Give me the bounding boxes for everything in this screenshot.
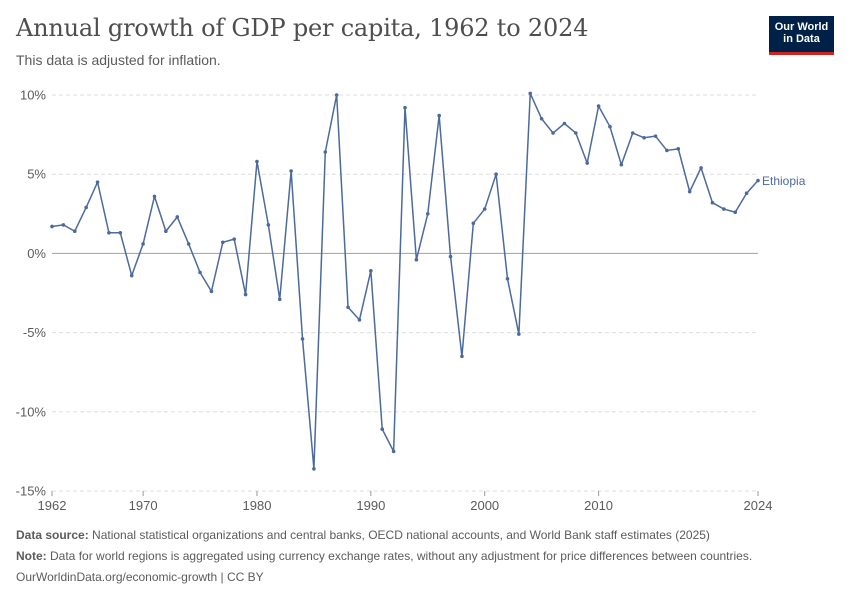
data-point [528,91,533,96]
data-point [687,189,692,194]
data-point [744,191,749,196]
y-tick-label: -5% [23,325,47,340]
data-point [266,223,271,227]
data-point [494,172,498,176]
data-point [243,292,248,297]
data-point [699,166,703,170]
data-point [619,162,624,167]
data-point [312,467,316,471]
x-tick-label: 1970 [129,498,158,513]
note-label: Note: [16,549,47,563]
note-text: Data for world regions is aggregated usi… [46,549,753,563]
data-point [118,231,123,235]
footer-note: Note: Data for world regions is aggregat… [16,549,752,563]
data-point [676,147,681,151]
data-point [346,305,350,310]
data-point [665,148,669,153]
logo-line-1: Our World [774,21,829,33]
data-point [414,257,419,262]
y-tick-label: -15% [16,484,47,499]
data-point [129,273,134,278]
data-point [175,215,180,219]
x-tick-label: 2010 [584,498,613,513]
data-point [107,231,111,235]
data-point [72,229,77,234]
data-point [334,93,339,97]
footer-source: Data source: National statistical organi… [16,528,710,542]
x-tick-label: 2000 [470,498,499,513]
y-tick-label: 0% [27,246,46,261]
data-point [289,169,293,173]
data-point [653,134,658,138]
data-point [539,116,544,121]
data-point [152,194,157,199]
owid-logo[interactable]: Our World in Data [769,16,834,55]
data-point [186,242,191,246]
logo-accent-bar [769,52,834,55]
data-point [255,159,259,164]
data-point [232,237,236,241]
x-tick-label: 1990 [356,498,385,513]
data-point [517,332,521,336]
data-point [585,161,589,165]
data-point [221,240,225,245]
chart-subtitle: This data is adjusted for inflation. [16,52,221,68]
data-point [84,205,88,210]
footer-url[interactable]: OurWorldinData.org/economic-growth | CC … [16,570,264,584]
data-point [380,427,385,432]
data-point [596,104,601,108]
data-point [733,210,738,215]
data-point [277,297,282,302]
data-point [710,200,715,205]
data-point [448,254,453,259]
data-point [756,178,760,183]
data-point [551,131,555,135]
source-label: Data source: [16,528,89,542]
data-point [141,242,145,246]
y-tick-label: -10% [16,404,47,419]
x-tick-label: 1962 [38,498,67,513]
line-chart: -15% -10% -5% 0% 5% 10% 1962 1970 1980 1990 2000 20… [16,88,806,514]
x-tick-label: 1980 [243,498,272,513]
data-point [164,229,168,234]
data-point [722,207,726,211]
data-point [209,289,214,294]
x-tick-label: 2024 [744,498,773,513]
data-point [482,207,487,211]
data-point [369,269,373,273]
data-point [403,105,407,110]
data-point [574,131,578,135]
data-point [608,124,612,129]
data-point [357,318,362,322]
data-point [425,212,430,216]
source-text: National statistical organizations and c… [88,528,710,542]
chart-title: Annual growth of GDP per capita, 1962 to… [16,14,589,42]
data-point [61,223,66,227]
data-point [50,224,54,229]
data-point [391,449,396,454]
data-point [642,135,646,140]
data-point [323,150,328,154]
data-point [562,121,567,126]
data-point [460,354,464,359]
data-point [630,131,635,135]
y-tick-label: 5% [27,167,46,182]
y-tick-label: 10% [20,88,46,103]
data-point [471,221,476,226]
logo-line-2: in Data [783,33,820,45]
data-point [437,113,441,118]
series-label: Ethiopia [762,174,806,188]
data-point [300,337,305,341]
data-point [95,180,100,184]
data-point [198,270,202,275]
data-point [505,276,510,281]
series-line [51,92,759,470]
